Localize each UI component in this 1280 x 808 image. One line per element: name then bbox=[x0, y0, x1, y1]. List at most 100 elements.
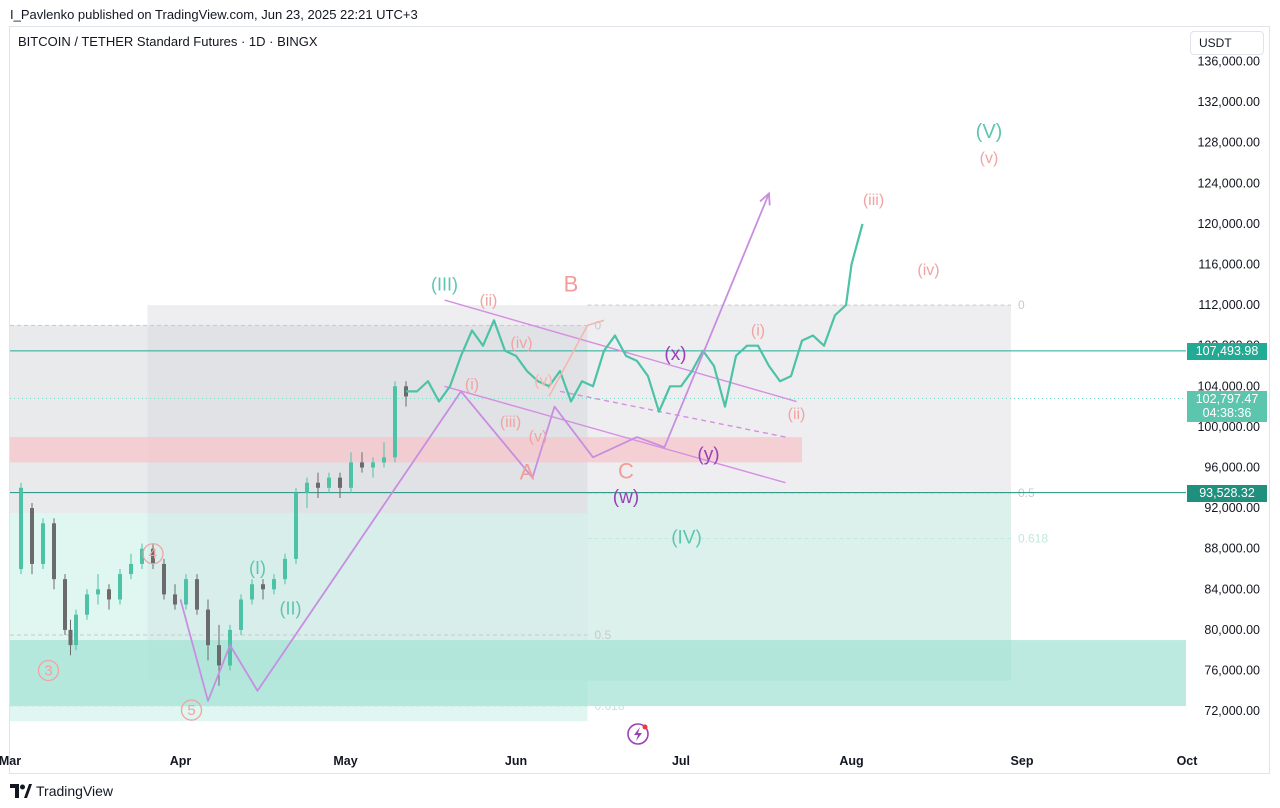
candle bbox=[173, 594, 177, 605]
support-zone-teal bbox=[10, 640, 1186, 707]
candle bbox=[162, 563, 166, 595]
candle bbox=[349, 462, 353, 488]
tradingview-logo-icon bbox=[10, 784, 32, 798]
y-axis-tick-label: 100,000.00 bbox=[1197, 420, 1260, 434]
wave-label: (ii) bbox=[788, 406, 806, 423]
wave-label: (iv) bbox=[510, 335, 532, 352]
wave-label: (v) bbox=[534, 372, 553, 389]
y-axis-tick-label: 92,000.00 bbox=[1204, 501, 1260, 515]
y-axis-tick-label: 136,000.00 bbox=[1197, 55, 1260, 69]
wave-label: (v) bbox=[980, 150, 999, 167]
wave-label: (i) bbox=[751, 323, 765, 340]
y-axis-tick-label: 96,000.00 bbox=[1204, 461, 1260, 475]
y-axis-tick-label: 84,000.00 bbox=[1204, 582, 1260, 596]
channel-line[interactable] bbox=[444, 299, 797, 403]
fib-level-label: 0.5 bbox=[595, 628, 612, 642]
projection-path[interactable] bbox=[179, 193, 770, 702]
currency-button[interactable]: USDT bbox=[1190, 31, 1264, 55]
candle bbox=[68, 629, 73, 646]
y-axis-tick-label: 116,000.00 bbox=[1198, 258, 1260, 272]
circled-wave-marker bbox=[180, 699, 203, 721]
candle bbox=[393, 386, 397, 458]
candle bbox=[151, 548, 155, 564]
grey-box-left bbox=[10, 325, 588, 514]
y-axis-tick-label: 76,000.00 bbox=[1204, 664, 1260, 678]
wave-label: (iii) bbox=[500, 414, 521, 431]
fib-level-label: 0.618 bbox=[1018, 532, 1048, 546]
countdown-tag: 102,797.47 04:38:36 bbox=[1187, 390, 1267, 422]
wave-label: (w) bbox=[613, 487, 639, 508]
candle bbox=[129, 563, 133, 575]
x-axis-tick-label: Apr bbox=[170, 754, 192, 768]
fib-level-label: 0.618 bbox=[595, 699, 625, 713]
wave-label: (I) bbox=[249, 558, 266, 578]
y-axis-tick-label: 72,000.00 bbox=[1204, 704, 1260, 718]
channel-line[interactable] bbox=[559, 390, 786, 438]
support-line-tag: 93,528.32 bbox=[1187, 484, 1267, 502]
candle bbox=[338, 477, 342, 488]
candle bbox=[272, 579, 276, 590]
chart-frame bbox=[9, 26, 1270, 774]
y-axis-tick-label: 124,000.00 bbox=[1197, 176, 1260, 190]
candle bbox=[239, 599, 243, 630]
price-line bbox=[406, 223, 864, 413]
y-axis-tick-label: 132,000.00 bbox=[1197, 95, 1260, 109]
flash-event-icon[interactable] bbox=[627, 723, 649, 745]
y-axis-tick-label: 112,000.00 bbox=[1198, 298, 1260, 312]
x-axis-tick-label: Oct bbox=[1177, 754, 1199, 768]
wave-label: (v) bbox=[529, 428, 548, 445]
candle bbox=[85, 594, 89, 615]
candle bbox=[107, 589, 111, 600]
candle bbox=[96, 589, 100, 595]
candle bbox=[184, 579, 188, 605]
wave-label: (ii) bbox=[480, 292, 498, 309]
wave-label: (y) bbox=[697, 444, 719, 465]
circled-wave-marker bbox=[37, 659, 60, 682]
candle bbox=[19, 487, 23, 569]
y-axis-tick-label: 80,000.00 bbox=[1204, 623, 1260, 637]
candle bbox=[41, 523, 45, 564]
corrective-path[interactable] bbox=[548, 319, 605, 397]
resistance-zone bbox=[10, 437, 802, 463]
y-axis-tick-label: 88,000.00 bbox=[1204, 542, 1260, 556]
wave-label: (V) bbox=[976, 121, 1003, 143]
projection-arrowhead bbox=[759, 191, 771, 206]
candle bbox=[217, 645, 221, 666]
tradingview-logo[interactable]: TradingView bbox=[10, 782, 113, 800]
candle bbox=[228, 629, 232, 666]
wave-label: (III) bbox=[431, 275, 458, 295]
publish-info: I_Pavlenko published on TradingView.com,… bbox=[10, 7, 418, 22]
wave-label: B bbox=[564, 272, 579, 297]
lightning-icon bbox=[634, 727, 642, 741]
candle bbox=[316, 482, 320, 488]
price-tag-line: 04:38:36 bbox=[1202, 405, 1252, 420]
x-axis-tick-label: Mar bbox=[0, 754, 21, 768]
candle bbox=[305, 482, 309, 493]
price-tag-line: 102,797.47 bbox=[1195, 391, 1259, 406]
channel-line[interactable] bbox=[444, 385, 786, 484]
candle bbox=[140, 548, 144, 564]
circled-wave-label: 5 bbox=[187, 702, 195, 719]
wave-label: (II) bbox=[280, 598, 302, 618]
wave-label: (i) bbox=[465, 377, 479, 394]
symbol-title[interactable]: BITCOIN / TETHER Standard Futures · 1D ·… bbox=[18, 34, 318, 49]
candle bbox=[283, 558, 287, 580]
candle bbox=[30, 508, 34, 564]
candle bbox=[327, 477, 331, 488]
wave-label: (IV) bbox=[671, 528, 702, 549]
x-axis-tick-label: Jun bbox=[505, 754, 527, 768]
x-axis-tick-label: Jul bbox=[672, 754, 690, 768]
candle bbox=[261, 584, 265, 590]
circled-wave-label: 4 bbox=[149, 546, 157, 563]
candle bbox=[63, 579, 67, 630]
wave-label: C bbox=[618, 458, 634, 483]
notification-dot bbox=[642, 724, 648, 730]
price-tag-line: 107,493.98 bbox=[1195, 343, 1259, 358]
circled-wave-marker bbox=[142, 543, 164, 565]
y-axis-tick-label: 128,000.00 bbox=[1197, 136, 1260, 150]
fib-level-label: 0 bbox=[595, 318, 602, 332]
wave-label: (x) bbox=[664, 344, 686, 365]
circled-wave-label: 3 bbox=[44, 662, 52, 679]
x-axis-tick-label: Sep bbox=[1011, 754, 1034, 768]
